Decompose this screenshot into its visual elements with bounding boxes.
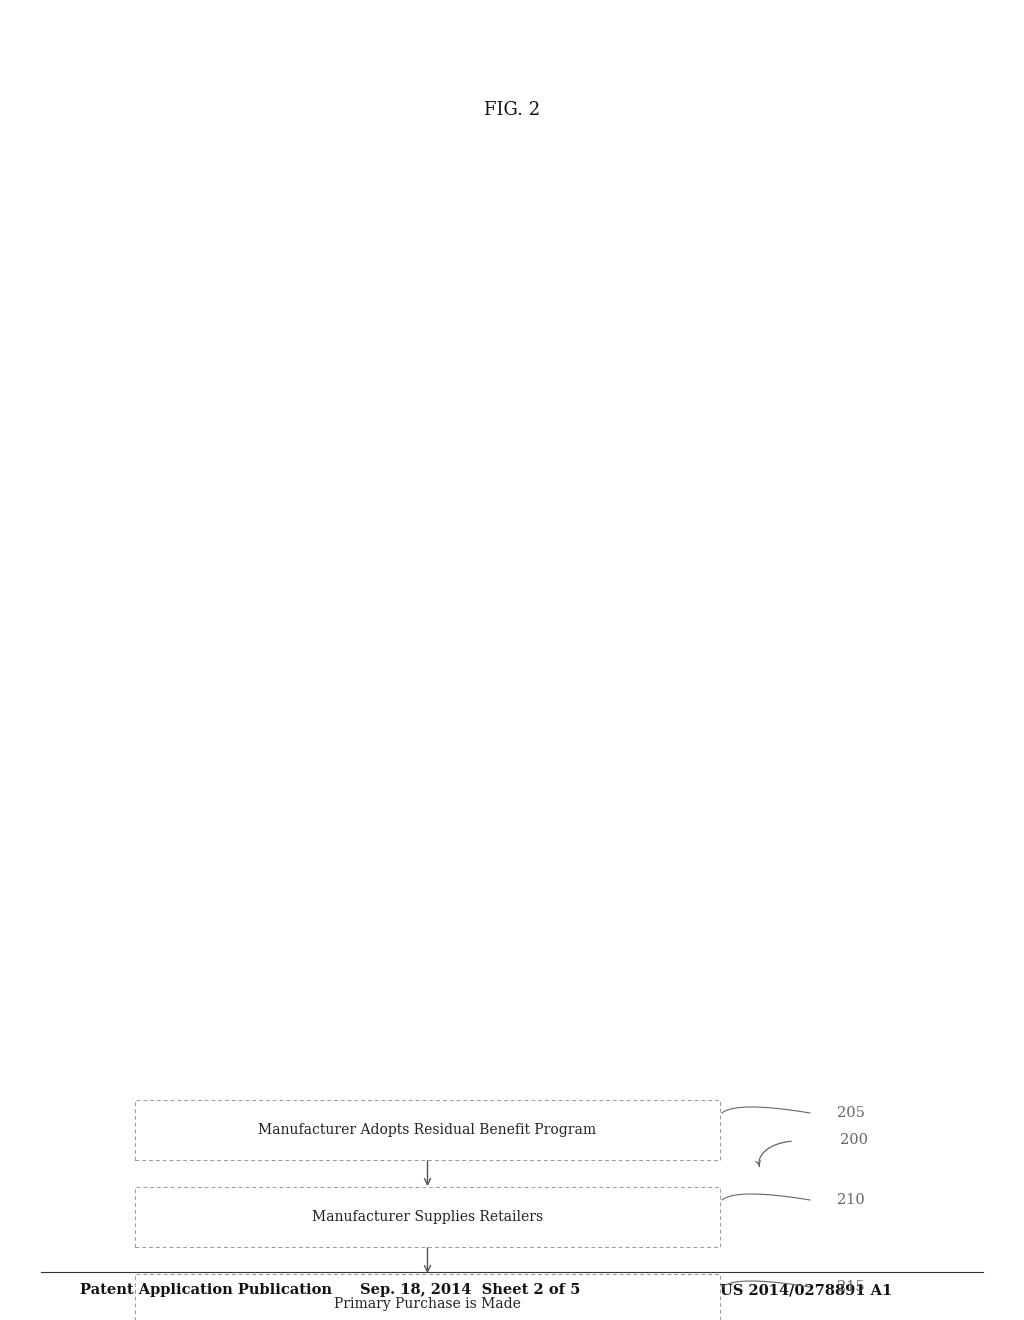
Text: US 2014/0278891 A1: US 2014/0278891 A1 <box>720 1283 892 1298</box>
Text: Patent Application Publication: Patent Application Publication <box>80 1283 332 1298</box>
Text: 210: 210 <box>837 1193 864 1206</box>
Text: 200: 200 <box>840 1133 868 1147</box>
Text: 205: 205 <box>837 1106 865 1119</box>
Text: 215: 215 <box>837 1280 864 1294</box>
Bar <box>135 1100 720 1160</box>
Text: Primary Purchase is Made: Primary Purchase is Made <box>334 1298 521 1311</box>
Text: Manufacturer Supplies Retailers: Manufacturer Supplies Retailers <box>312 1210 543 1224</box>
Bar <box>135 1187 720 1247</box>
Bar <box>135 1274 720 1320</box>
Text: FIG. 2: FIG. 2 <box>484 102 540 119</box>
Text: Sep. 18, 2014  Sheet 2 of 5: Sep. 18, 2014 Sheet 2 of 5 <box>360 1283 581 1298</box>
Text: Manufacturer Adopts Residual Benefit Program: Manufacturer Adopts Residual Benefit Pro… <box>258 1123 597 1137</box>
